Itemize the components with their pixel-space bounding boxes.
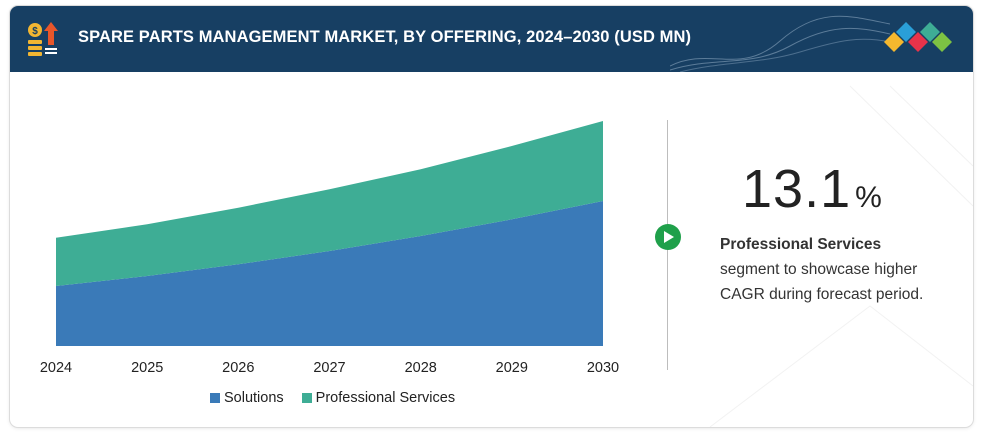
header-bar: $ SPARE PARTS MANAGEMENT MARKET, BY OFFE… (10, 6, 973, 72)
chart-legend: Solutions Professional Services (210, 390, 473, 406)
cagr-highlight: 13.1% (742, 158, 882, 220)
chart-title: SPARE PARTS MANAGEMENT MARKET, BY OFFERI… (78, 28, 692, 46)
cagr-description: Professional Services segment to showcas… (720, 232, 923, 307)
legend-item-professional-services: Professional Services (301, 390, 456, 406)
segment-name: Professional Services (720, 236, 882, 253)
x-tick-label: 2029 (496, 360, 528, 376)
legend-label-professional-services: Professional Services (315, 390, 456, 406)
x-tick-label: 2030 (587, 360, 619, 376)
play-icon (664, 231, 674, 243)
svg-text:$: $ (32, 26, 38, 37)
x-tick-label: 2025 (131, 360, 163, 376)
x-tick-label: 2027 (313, 360, 345, 376)
infographic-card: $ SPARE PARTS MANAGEMENT MARKET, BY OFFE… (10, 6, 973, 427)
play-button[interactable] (655, 224, 681, 250)
x-tick-label: 2024 (40, 360, 72, 376)
area-solutions (56, 201, 603, 346)
description-line-2: CAGR during forecast period. (720, 286, 924, 303)
legend-item-solutions: Solutions (210, 390, 284, 406)
legend-swatch-professional-services (301, 393, 312, 403)
money-growth-icon: $ (28, 22, 58, 56)
x-tick-label: 2026 (222, 360, 254, 376)
cagr-unit: % (855, 181, 882, 214)
legend-swatch-solutions (210, 393, 220, 403)
stacked-area-chart: 2024 2025 2026 2027 2028 2029 2030 (40, 85, 973, 427)
x-tick-label: 2028 (405, 360, 437, 376)
brand-diamond-logo (884, 22, 952, 52)
background-decoration (709, 85, 973, 427)
decorative-waves (670, 15, 890, 72)
cagr-value: 13.1 (742, 159, 852, 219)
legend-label-solutions: Solutions (224, 390, 284, 406)
description-line-1: segment to showcase higher (720, 261, 918, 278)
area-professional-services (56, 121, 603, 286)
